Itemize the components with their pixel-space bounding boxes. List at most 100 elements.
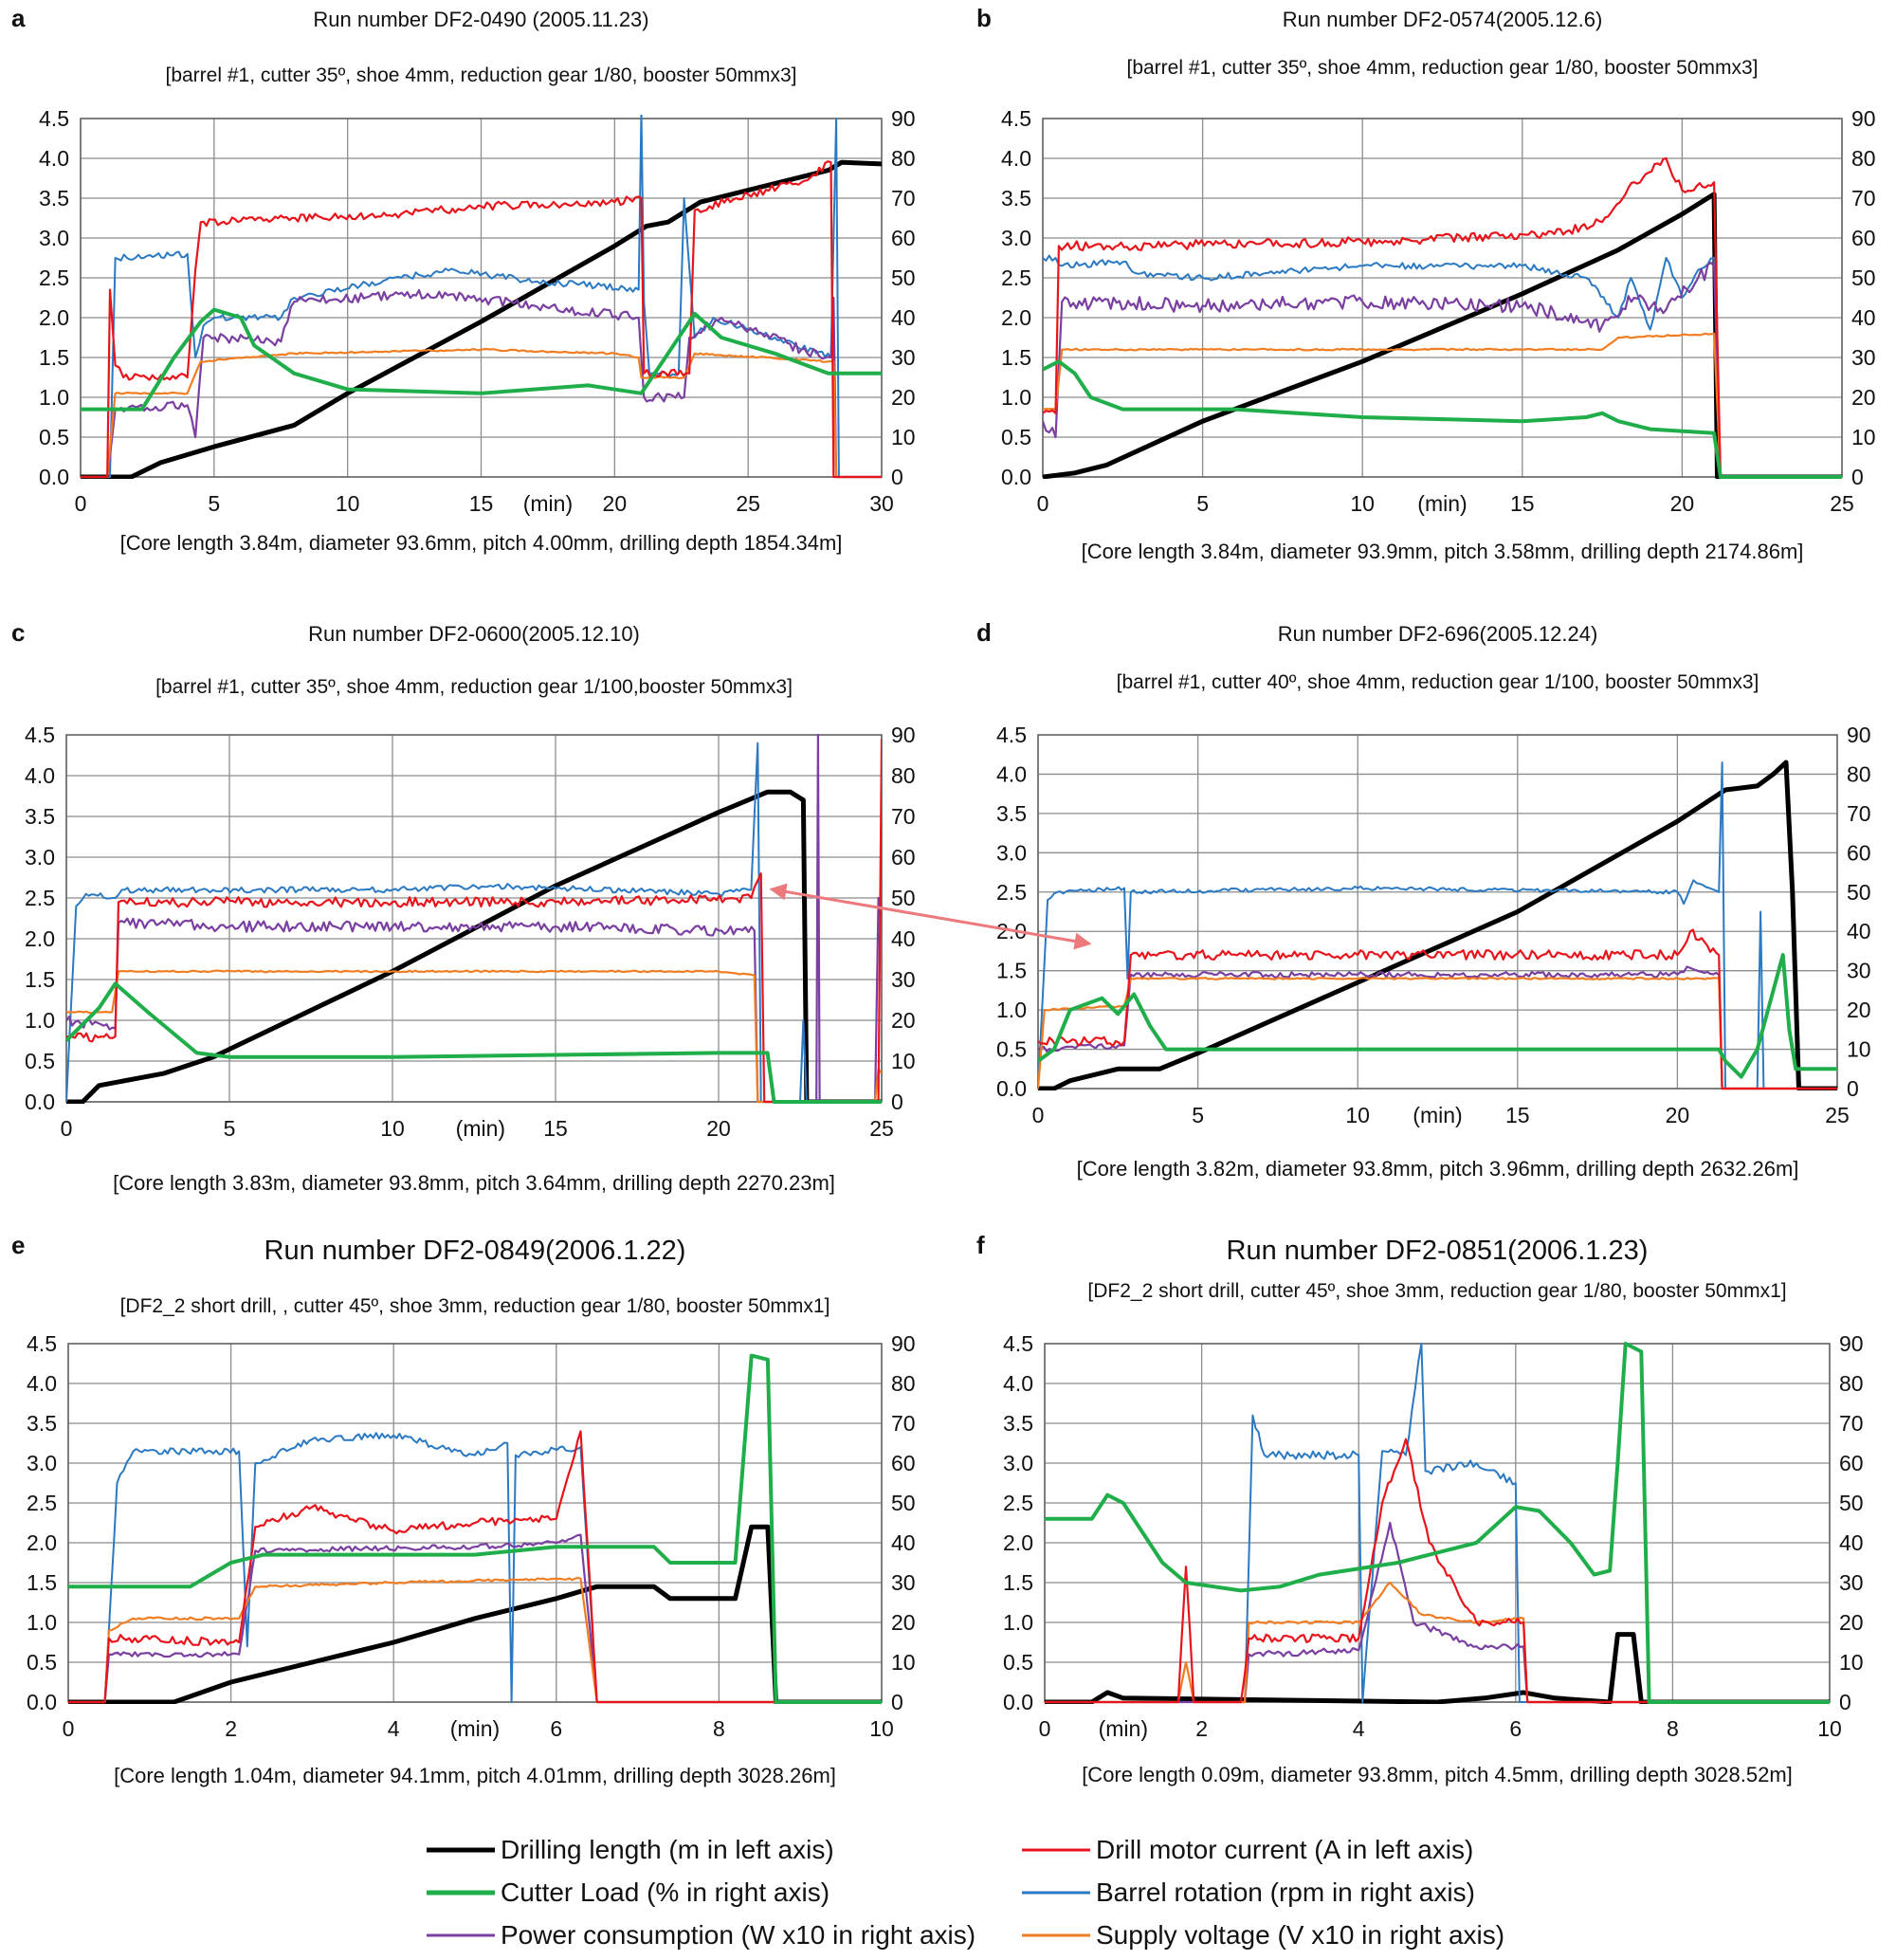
y-left-tick-label: 1.5	[27, 1570, 57, 1595]
x-axis-label: (min)	[1417, 491, 1467, 516]
series-layer	[1038, 760, 1837, 1090]
series-line-length	[1045, 1632, 1830, 1704]
series-line-power	[1045, 1521, 1830, 1704]
y-right-tick-label: 10	[1851, 425, 1876, 449]
series-line-current	[1043, 156, 1842, 479]
y-right-tick-label: 90	[1839, 1331, 1864, 1356]
y-left-tick-label: 3.5	[996, 801, 1027, 826]
chart-footer: [Core length 3.84m, diameter 93.9mm, pit…	[1082, 540, 1804, 563]
y-right-tick-label: 10	[1847, 1037, 1871, 1062]
y-right-tick-label: 90	[1847, 723, 1871, 747]
y-left-tick-label: 4.0	[39, 146, 69, 171]
x-axis-label: (min)	[450, 1716, 500, 1741]
y-right-tick-label: 10	[891, 1650, 916, 1675]
chart-footer: [Core length 1.04m, diameter 94.1mm, pit…	[114, 1764, 836, 1787]
y-right-tick-label: 50	[891, 886, 916, 910]
x-tick-label: 5	[1196, 491, 1209, 516]
chart-subtitle: [barrel #1, cutter 40º, shoe 4mm, reduct…	[1117, 671, 1759, 693]
series-line-load	[1043, 359, 1842, 479]
series-layer	[1045, 1342, 1830, 1704]
chart-panels: a Run number DF2-0490 (2005.11.23) [barrel…	[11, 4, 1876, 1787]
y-left-tick-label: 1.5	[996, 959, 1027, 983]
chart-subtitle: [barrel #1, cutter 35º, shoe 4mm, reduct…	[1126, 57, 1758, 79]
y-left-tick-label: 0.5	[1003, 1650, 1033, 1675]
y-left-tick-label: 2.5	[1001, 266, 1031, 290]
y-right-tick-label: 70	[891, 804, 916, 829]
y-right-tick-label: 20	[1839, 1610, 1864, 1635]
x-tick-label: 15	[1505, 1103, 1530, 1127]
chart-footer: [Core length 3.82m, diameter 93.8mm, pit…	[1077, 1157, 1799, 1181]
panel-letter: a	[11, 4, 26, 32]
panel-a: a Run number DF2-0490 (2005.11.23) [barrel…	[11, 4, 916, 555]
y-left-tick-label: 0.0	[1003, 1690, 1033, 1714]
x-tick-label: 15	[543, 1116, 568, 1141]
series-layer	[66, 733, 882, 1104]
series-line-length	[68, 1524, 882, 1704]
x-tick-label: 8	[1667, 1716, 1679, 1741]
y-right-tick-label: 30	[891, 1570, 916, 1595]
y-left-tick-label: 2.5	[39, 266, 69, 290]
x-tick-label: 0	[1032, 1103, 1045, 1127]
panel-d: d Run number DF2-696(2005.12.24) [barrel #…	[976, 618, 1871, 1181]
chart-subtitle: [DF2_2 short drill, cutter 45º, shoe 3mm…	[1087, 1280, 1786, 1302]
y-left-tick-label: 4.0	[1001, 146, 1031, 171]
y-left-tick-label: 3.0	[996, 840, 1027, 865]
series-line-voltage	[66, 969, 882, 1104]
y-right-tick-label: 0	[1847, 1076, 1859, 1101]
series-line-load	[68, 1353, 882, 1704]
panel-letter: c	[11, 618, 25, 647]
y-left-tick-label: 0.0	[25, 1090, 55, 1114]
y-right-tick-label: 40	[1851, 305, 1876, 330]
annotation-layer	[769, 883, 1092, 950]
x-tick-label: 8	[713, 1716, 725, 1741]
legend-label: Supply voltage (V x10 in right axis)	[1096, 1920, 1504, 1950]
x-tick-label: 10	[1350, 491, 1375, 516]
y-left-tick-label: 4.0	[27, 1371, 57, 1396]
legend-item-length: Drilling length (m in left axis)	[427, 1835, 834, 1864]
y-right-tick-label: 0	[891, 1690, 903, 1714]
panel-b: b Run number DF2-0574(2005.12.6) [barrel #…	[976, 4, 1876, 563]
y-right-tick-label: 60	[891, 1451, 916, 1475]
y-left-tick-label: 2.5	[1003, 1491, 1033, 1515]
y-left-tick-label: 4.5	[27, 1331, 57, 1356]
y-right-tick-label: 40	[1839, 1530, 1864, 1555]
y-right-tick-label: 80	[1847, 761, 1871, 786]
y-left-tick-label: 3.0	[1001, 226, 1031, 250]
series-line-current	[68, 1430, 882, 1704]
y-left-tick-label: 0.5	[1001, 425, 1031, 449]
y-right-tick-label: 60	[891, 226, 916, 250]
series-layer	[1043, 156, 1842, 479]
y-right-tick-label: 80	[1839, 1371, 1864, 1396]
y-right-tick-label: 60	[1839, 1451, 1864, 1475]
y-right-tick-label: 40	[891, 305, 916, 330]
series-line-voltage	[81, 347, 882, 479]
x-tick-label: 0	[61, 1116, 73, 1141]
y-right-tick-label: 60	[1847, 840, 1871, 865]
y-left-tick-label: 4.5	[39, 106, 69, 131]
legend-label: Power consumption (W x10 in right axis)	[501, 1920, 975, 1950]
y-right-tick-label: 50	[891, 1491, 916, 1515]
y-right-tick-label: 90	[1851, 106, 1876, 131]
legend-label: Drill motor current (A in left axis)	[1096, 1835, 1473, 1864]
y-right-tick-label: 0	[1851, 465, 1864, 489]
y-left-tick-label: 4.0	[25, 763, 55, 788]
comparison-arrow	[769, 883, 1092, 950]
x-tick-label: 0	[75, 491, 87, 516]
y-right-tick-label: 30	[891, 967, 916, 992]
series-line-load	[1038, 953, 1837, 1079]
x-tick-label: 10	[1345, 1103, 1370, 1127]
grid	[1044, 1343, 1831, 1703]
y-left-tick-label: 3.0	[39, 226, 69, 250]
y-right-tick-label: 50	[1851, 266, 1876, 290]
plot-frame	[1042, 118, 1843, 478]
y-left-tick-label: 3.0	[1003, 1451, 1033, 1475]
y-left-tick-label: 1.0	[1003, 1610, 1033, 1635]
x-axis-label: (min)	[1099, 1716, 1148, 1741]
x-tick-label: 5	[1192, 1103, 1204, 1127]
x-tick-label: 0	[1037, 491, 1049, 516]
series-line-voltage	[1043, 332, 1842, 479]
y-left-tick-label: 3.5	[27, 1411, 57, 1436]
x-tick-label: 2	[225, 1716, 237, 1741]
grid	[80, 118, 883, 478]
y-right-tick-label: 40	[891, 1530, 916, 1555]
